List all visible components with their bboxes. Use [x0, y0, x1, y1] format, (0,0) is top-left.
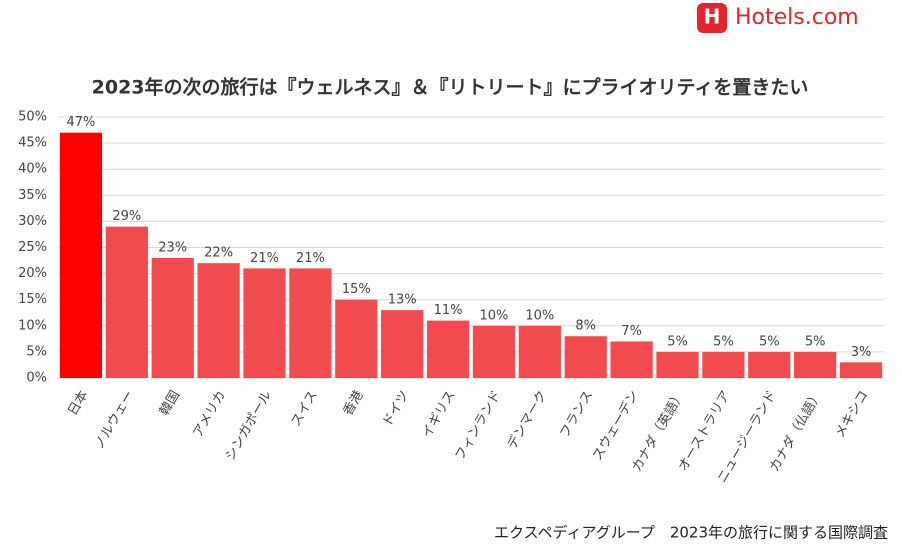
- bar: [335, 299, 378, 378]
- value-label: 21%: [250, 251, 279, 266]
- x-tick-label: アメリカ: [190, 388, 229, 440]
- logo: H Hotels.com: [697, 3, 859, 33]
- logo-text: Hotels.com: [735, 5, 859, 30]
- bar: [151, 257, 194, 378]
- y-tick-label: 40%: [18, 162, 47, 177]
- bar: [656, 351, 699, 378]
- y-tick-label: 35%: [18, 188, 47, 203]
- value-label: 47%: [66, 115, 95, 130]
- value-label: 10%: [479, 308, 508, 323]
- value-label: 23%: [158, 240, 187, 255]
- y-tick-label: 50%: [18, 110, 47, 125]
- value-label: 11%: [434, 303, 463, 318]
- bar: [839, 362, 883, 378]
- value-label: 10%: [525, 308, 554, 323]
- x-tick-label: デンマーク: [504, 388, 550, 452]
- bar: [518, 325, 561, 378]
- value-label: 15%: [342, 282, 371, 297]
- bar: [289, 268, 332, 378]
- bar: [610, 341, 653, 378]
- x-tick-label: イギリス: [420, 388, 459, 441]
- y-tick-label: 20%: [18, 266, 47, 281]
- x-tick-label: フランス: [557, 388, 596, 440]
- value-label: 5%: [713, 334, 734, 349]
- value-label: 5%: [667, 334, 688, 349]
- value-label: 5%: [759, 334, 780, 349]
- x-tick-label: スイス: [289, 388, 321, 429]
- x-tick-label: 日本: [65, 388, 91, 418]
- y-tick-label: 30%: [18, 214, 47, 229]
- value-label: 22%: [204, 246, 233, 261]
- bar: [472, 325, 516, 378]
- bar: [426, 320, 470, 378]
- value-label: 29%: [112, 209, 141, 224]
- bar: [105, 226, 148, 378]
- value-label: 13%: [388, 293, 417, 308]
- x-tick-label: フィンランド: [453, 388, 505, 463]
- value-label: 3%: [851, 345, 872, 360]
- bar: [564, 336, 607, 378]
- x-tick-label: シンガポール: [223, 388, 275, 463]
- bar: [59, 132, 103, 378]
- logo-icon-letter: H: [704, 5, 721, 29]
- y-tick-label: 5%: [26, 344, 47, 359]
- y-tick-label: 45%: [18, 136, 47, 151]
- bar: [197, 263, 240, 378]
- logo-icon: [697, 3, 727, 33]
- x-tick-label: ドイツ: [380, 388, 412, 429]
- bar: [243, 268, 286, 378]
- y-tick-label: 25%: [18, 240, 47, 255]
- x-tick-label: 韓国: [157, 388, 183, 418]
- x-tick-label: スウェーデン: [589, 388, 642, 464]
- value-label: 21%: [296, 251, 325, 266]
- x-tick-label: ノルウェー: [92, 388, 137, 452]
- source-note: エクスペディアグループ 2023年の旅行に関する国際調査: [494, 524, 888, 542]
- bar: [381, 310, 424, 378]
- chart-title: 2023年の次の旅行は『ウェルネス』＆『リトリート』にプライオリティを置きたい: [92, 76, 809, 99]
- x-tick-label: メキシコ: [833, 388, 872, 441]
- bar: [794, 351, 837, 378]
- value-label: 8%: [575, 319, 596, 334]
- value-label: 7%: [621, 324, 642, 339]
- bar: [702, 351, 745, 378]
- y-tick-label: 10%: [18, 318, 47, 333]
- value-label: 5%: [805, 334, 826, 349]
- bar: [748, 351, 791, 378]
- y-tick-label: 0%: [26, 371, 47, 386]
- y-tick-label: 15%: [18, 292, 47, 307]
- x-tick-label: 香港: [341, 388, 367, 418]
